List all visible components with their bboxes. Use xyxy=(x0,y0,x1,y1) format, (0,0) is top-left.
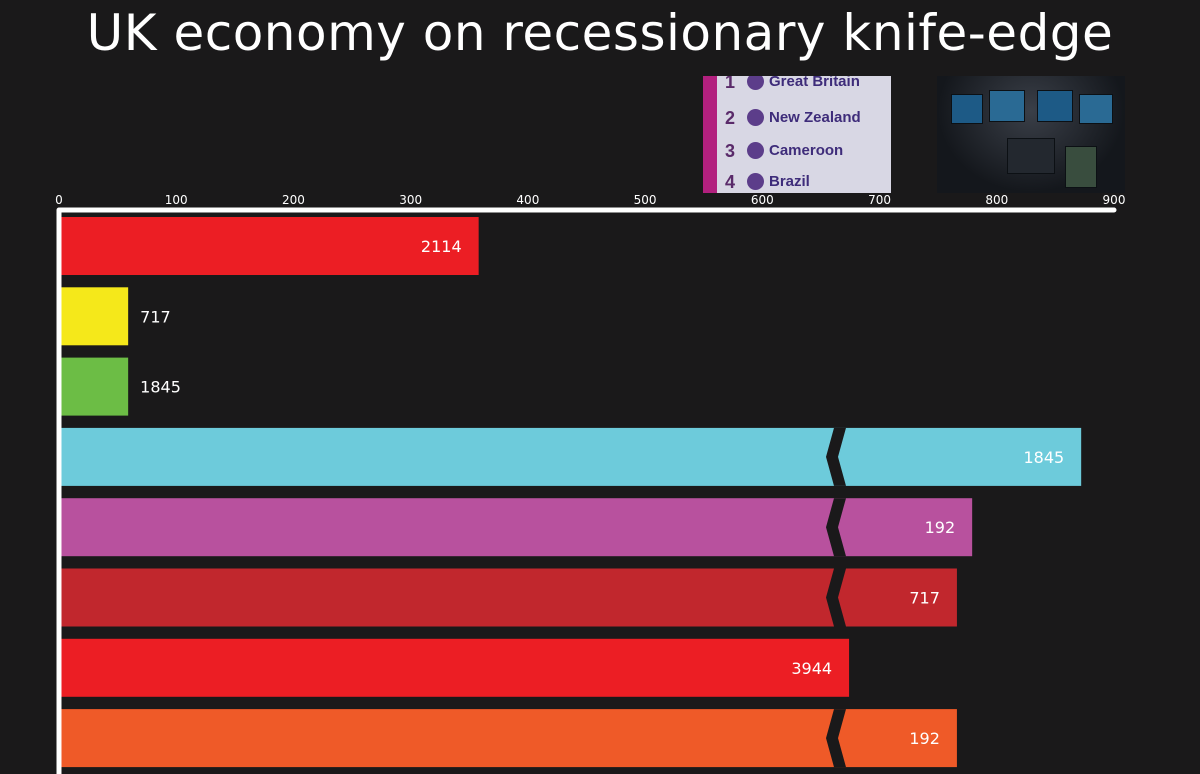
bar xyxy=(59,217,479,275)
data-label: 192 xyxy=(925,518,956,537)
medal-table-strip xyxy=(703,76,717,193)
flag-icon xyxy=(747,173,764,190)
medal-country: Brazil xyxy=(769,173,810,190)
x-tick-label: 100 xyxy=(165,193,188,207)
cockpit-display xyxy=(1037,90,1073,122)
data-label: 717 xyxy=(140,307,171,326)
data-label: 1845 xyxy=(1023,448,1064,467)
x-tick-label: 700 xyxy=(868,193,891,207)
medal-rank: 2 xyxy=(725,108,736,128)
x-tick-label: 600 xyxy=(751,193,774,207)
axis-break-icon xyxy=(826,709,846,768)
medal-rank: 4 xyxy=(725,172,736,192)
medal-table-photo: 1 Great Britain 2 New Zealand 3 Cameroon… xyxy=(703,76,891,193)
bar xyxy=(59,427,1082,486)
cockpit-display xyxy=(1079,94,1113,124)
cockpit-console xyxy=(1007,138,1055,174)
cockpit-display xyxy=(951,94,983,124)
x-tick-label: 400 xyxy=(516,193,539,207)
data-label: 1845 xyxy=(140,378,181,397)
medal-rank: 3 xyxy=(725,141,736,161)
medal-country: New Zealand xyxy=(769,109,861,126)
flag-icon xyxy=(747,142,764,159)
data-label: 2114 xyxy=(421,237,462,256)
data-label: 192 xyxy=(909,729,940,748)
cockpit-console xyxy=(1065,146,1097,188)
data-label: 3944 xyxy=(791,659,832,678)
cockpit-photo xyxy=(937,76,1125,193)
data-label: 717 xyxy=(909,589,940,608)
cockpit-display xyxy=(989,90,1025,122)
x-tick-label: 0 xyxy=(55,193,63,207)
bar xyxy=(59,709,957,768)
axis-break-icon xyxy=(826,498,846,557)
medal-rank: 1 xyxy=(725,76,736,92)
bar xyxy=(59,287,129,346)
flag-icon xyxy=(747,109,764,126)
x-tick-label: 300 xyxy=(399,193,422,207)
bar xyxy=(59,357,129,416)
x-tick-label: 200 xyxy=(282,193,305,207)
x-tick-label: 800 xyxy=(985,193,1008,207)
medal-country: Cameroon xyxy=(769,142,844,159)
x-tick-label: 500 xyxy=(634,193,657,207)
bar xyxy=(59,568,957,627)
axis-break-icon xyxy=(826,568,846,627)
union-flag-icon xyxy=(747,76,764,90)
x-tick-label: 900 xyxy=(1103,193,1126,207)
medal-country: Great Britain xyxy=(769,76,860,90)
bar xyxy=(59,498,973,557)
chart-title: UK economy on recessionary knife-edge xyxy=(86,4,1114,62)
bar xyxy=(59,638,850,697)
axis-break-icon xyxy=(826,427,846,486)
